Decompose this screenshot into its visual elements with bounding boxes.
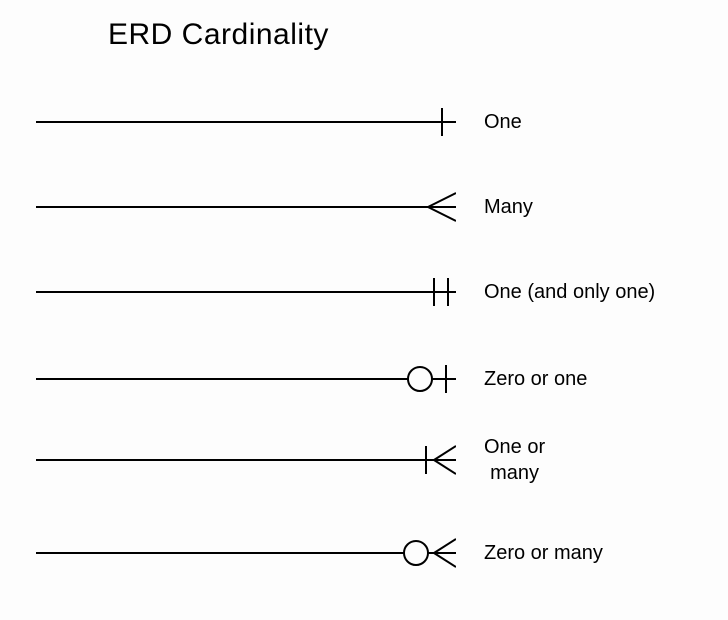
one-or-many-notation-icon <box>36 430 456 490</box>
cardinality-row: One or many <box>0 430 728 490</box>
many-notation-icon <box>36 177 456 237</box>
cardinality-label: One <box>484 109 522 135</box>
cardinality-label: Many <box>484 194 533 220</box>
one-notation-icon <box>36 92 456 152</box>
cardinality-row: Zero or one <box>0 349 728 409</box>
page-title: ERD Cardinality <box>108 18 329 52</box>
cardinality-label: One or many <box>484 434 545 486</box>
zero-or-many-notation-icon <box>36 523 456 583</box>
one-only-one-notation-icon <box>36 262 456 322</box>
cardinality-row: Zero or many <box>0 523 728 583</box>
cardinality-label: Zero or many <box>484 540 603 566</box>
cardinality-row: Many <box>0 177 728 237</box>
cardinality-row: One <box>0 92 728 152</box>
cardinality-row: One (and only one) <box>0 262 728 322</box>
zero-or-one-notation-icon <box>36 349 456 409</box>
cardinality-label: One (and only one) <box>484 279 655 305</box>
cardinality-label: Zero or one <box>484 366 587 392</box>
